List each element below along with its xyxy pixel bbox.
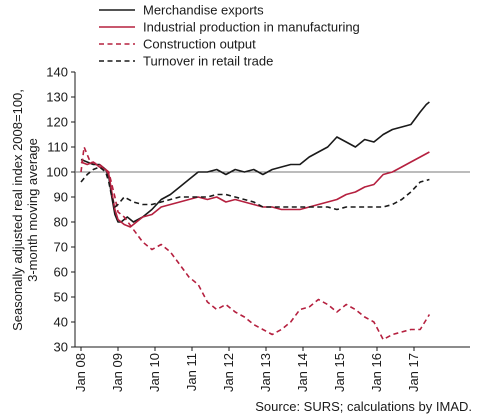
- y-axis-label: Seasonally adjusted real index 2008=100,…: [10, 89, 40, 331]
- legend-label: Turnover in retail trade: [143, 54, 273, 69]
- legend-label: Merchandise exports: [143, 3, 264, 18]
- x-tick-label: Jan 12: [221, 353, 236, 392]
- legend-label: Construction output: [143, 37, 256, 52]
- x-tick-label: Jan 09: [110, 353, 125, 392]
- legend: Merchandise exports Industrial production…: [99, 3, 360, 69]
- x-tick-label: Jan 15: [332, 353, 347, 392]
- x-tick-label: Jan 14: [295, 353, 310, 392]
- y-tick-label: 70: [54, 240, 68, 255]
- series-line-4: [80, 166, 430, 211]
- y-tick-label: 30: [54, 340, 68, 355]
- series-line-3: [80, 146, 431, 341]
- y-tick-label: 80: [54, 215, 68, 230]
- y-ticks: 30 40 50 60 70 80 90 100 110 120 130 140: [46, 65, 75, 355]
- source-note: Source: SURS; calculations by IMAD.: [255, 399, 472, 414]
- y-tick-label: 100: [46, 165, 68, 180]
- x-tick-label: Jan 17: [406, 353, 421, 392]
- x-tick-label: Jan 11: [184, 353, 199, 391]
- y-tick-label: 140: [46, 65, 68, 80]
- axes: [74, 72, 470, 348]
- x-tick-label: Jan 13: [258, 353, 273, 392]
- series-line-1: [80, 101, 430, 223]
- y-tick-label: 90: [54, 190, 68, 205]
- y-tick-label: 50: [54, 290, 68, 305]
- legend-label: Industrial production in manufacturing: [143, 20, 360, 35]
- y-tick-label: 130: [46, 90, 68, 105]
- y-tick-label: 120: [46, 115, 68, 130]
- x-tick-label: Jan 10: [147, 353, 162, 392]
- y-tick-label: 40: [54, 315, 68, 330]
- series-line-2: [80, 151, 430, 228]
- series-lines: [80, 101, 431, 341]
- x-tick-label: Jan 16: [369, 353, 384, 392]
- y-tick-label: 110: [47, 140, 68, 155]
- y-tick-label: 60: [54, 265, 68, 280]
- x-ticks: Jan 08 Jan 09 Jan 10 Jan 11 Jan 12 Jan 13 Jan …: [73, 347, 421, 392]
- x-tick-label: Jan 08: [73, 353, 88, 392]
